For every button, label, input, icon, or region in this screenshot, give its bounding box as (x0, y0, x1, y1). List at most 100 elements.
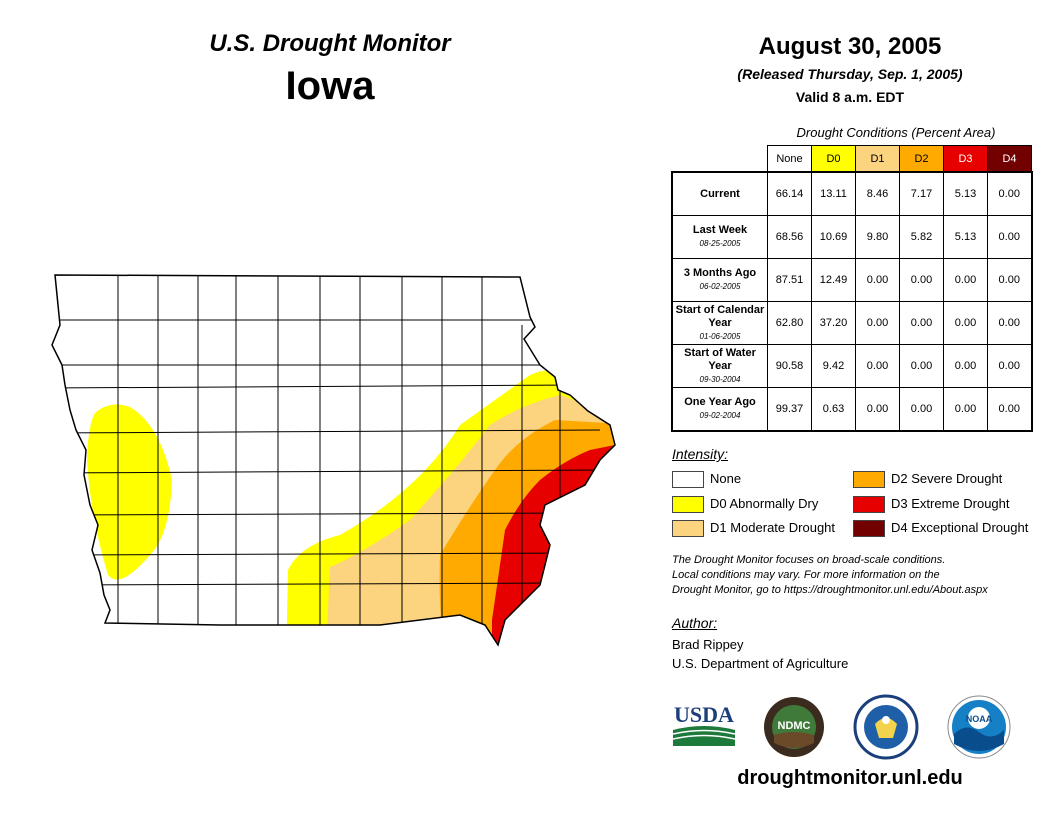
author-organization: U.S. Department of Agriculture (672, 656, 849, 671)
disclaimer-note: The Drought Monitor focuses on broad-sca… (672, 553, 1042, 598)
cell: 87.51 (767, 258, 812, 302)
row-label: 3 Months Ago (683, 267, 757, 279)
cell: 7.17 (899, 171, 944, 216)
legend-swatch (672, 520, 704, 538)
col-d3: D3 (943, 145, 988, 173)
note-line: Drought Monitor, go to https://droughtmo… (672, 584, 988, 596)
cell: 99.37 (767, 387, 812, 432)
row-date: 08-25-2005 (699, 239, 741, 248)
legend-item-d4: D4 Exceptional Drought (853, 519, 1029, 538)
legend-item-d0: D0 Abnormally Dry (672, 495, 818, 514)
state-name: Iowa (285, 64, 375, 108)
legend-item-none: None (672, 470, 742, 489)
table-row: One Year Ago 09-02-2004 99.37 0.63 0.00 0… (671, 387, 1033, 432)
table-row: Current 66.14 13.11 8.46 7.17 5.13 0.00 (671, 171, 1033, 216)
release-date: (Released Thursday, Sep. 1, 2005) (737, 66, 963, 82)
row-label: Start of Calendar Year (675, 303, 765, 329)
cell: 0.63 (811, 387, 856, 432)
cell: 0.00 (899, 258, 944, 302)
cell: 0.00 (987, 387, 1033, 432)
map-title: U.S. Drought Monitor (209, 30, 451, 57)
cell: 0.00 (943, 258, 988, 302)
cell: 0.00 (899, 344, 944, 388)
legend-swatch (853, 520, 885, 538)
table-corner (672, 146, 768, 173)
col-d1: D1 (855, 145, 900, 173)
cell: 9.80 (855, 215, 900, 259)
iowa-outline (51, 274, 616, 647)
row-label: One Year Ago (684, 396, 756, 408)
row-date: 09-02-2004 (699, 411, 741, 420)
cell: 62.80 (767, 301, 812, 345)
usda-logo: USDA (672, 702, 736, 746)
cell: 0.00 (855, 258, 900, 302)
valid-time: Valid 8 a.m. EDT (795, 89, 905, 105)
d0-west-area (87, 404, 172, 580)
legend-item-d1: D1 Moderate Drought (672, 519, 836, 538)
cell: 5.13 (943, 215, 988, 259)
legend-swatch (853, 471, 885, 489)
col-none: None (767, 145, 812, 173)
cell: 0.00 (855, 344, 900, 388)
col-d4: D4 (987, 145, 1032, 173)
table-row: Start of Calendar Year 01-06-2005 62.80 3… (671, 301, 1033, 345)
cell: 37.20 (811, 301, 856, 345)
noaa-logo: NOAA (947, 695, 1011, 759)
cell: 0.00 (943, 301, 988, 345)
cell: 66.14 (767, 171, 812, 216)
row-label: Last Week (692, 224, 748, 236)
county-borders (52, 275, 601, 625)
cell: 9.42 (811, 344, 856, 388)
cell: 13.11 (811, 171, 856, 216)
author-name: Brad Rippey (672, 637, 744, 652)
cell: 68.56 (767, 215, 812, 259)
website-url[interactable]: droughtmonitor.unl.edu (737, 767, 963, 789)
cell: 5.13 (943, 171, 988, 216)
legend-item-d3: D3 Extreme Drought (853, 495, 1010, 514)
cell: 0.00 (987, 301, 1033, 345)
cell: 0.00 (943, 344, 988, 388)
table-row: Start of Water Year 09-30-2004 90.58 9.42… (671, 344, 1033, 388)
note-line: The Drought Monitor focuses on broad-sca… (672, 554, 946, 566)
cell: 0.00 (855, 387, 900, 432)
cell: 5.82 (899, 215, 944, 259)
cell: 0.00 (987, 215, 1033, 259)
row-label: Start of Water Year (684, 346, 756, 372)
cell: 0.00 (899, 387, 944, 432)
cell: 12.49 (811, 258, 856, 302)
ndmc-logo-text: NDMC (778, 720, 811, 732)
cell: 90.58 (767, 344, 812, 388)
usda-logo-text: USDA (674, 702, 734, 727)
row-date: 06-02-2005 (699, 282, 741, 291)
author-label: Author: (672, 615, 718, 631)
iowa-drought-map (51, 274, 616, 647)
note-line: Local conditions may vary. For more info… (672, 569, 940, 581)
conditions-title: Drought Conditions (Percent Area) (796, 125, 996, 140)
table-row: 3 Months Ago 06-02-2005 87.51 12.49 0.00 … (671, 258, 1033, 302)
col-d0: D0 (811, 145, 856, 173)
legend-label: None (710, 471, 742, 486)
commerce-seal-logo (853, 694, 919, 760)
legend-title: Intensity: (672, 446, 729, 462)
row-date: 09-30-2004 (699, 374, 741, 384)
legend-swatch (672, 496, 704, 514)
legend-label: D3 Extreme Drought (891, 496, 1010, 511)
table-row: Last Week 08-25-2005 68.56 10.69 9.80 5.8… (671, 215, 1033, 259)
legend-swatch (853, 496, 885, 514)
ndmc-logo: NDMC (764, 697, 824, 757)
noaa-logo-text: NOAA (966, 714, 993, 724)
cell: 0.00 (987, 258, 1033, 302)
row-date: 01-06-2005 (699, 331, 741, 341)
legend-label: D1 Moderate Drought (710, 520, 836, 535)
drought-stats-table: None D0 D1 D2 D3 D4 Current 66.14 13.11 … (671, 145, 1033, 432)
legend-item-d2: D2 Severe Drought (853, 470, 1003, 489)
cell: 0.00 (943, 387, 988, 432)
cell: 0.00 (987, 344, 1033, 388)
col-d2: D2 (899, 145, 944, 173)
legend-label: D4 Exceptional Drought (891, 520, 1029, 535)
legend-label: D2 Severe Drought (891, 471, 1003, 486)
cell: 0.00 (987, 171, 1033, 216)
row-label: Current (700, 187, 740, 200)
cell: 10.69 (811, 215, 856, 259)
cell: 8.46 (855, 171, 900, 216)
